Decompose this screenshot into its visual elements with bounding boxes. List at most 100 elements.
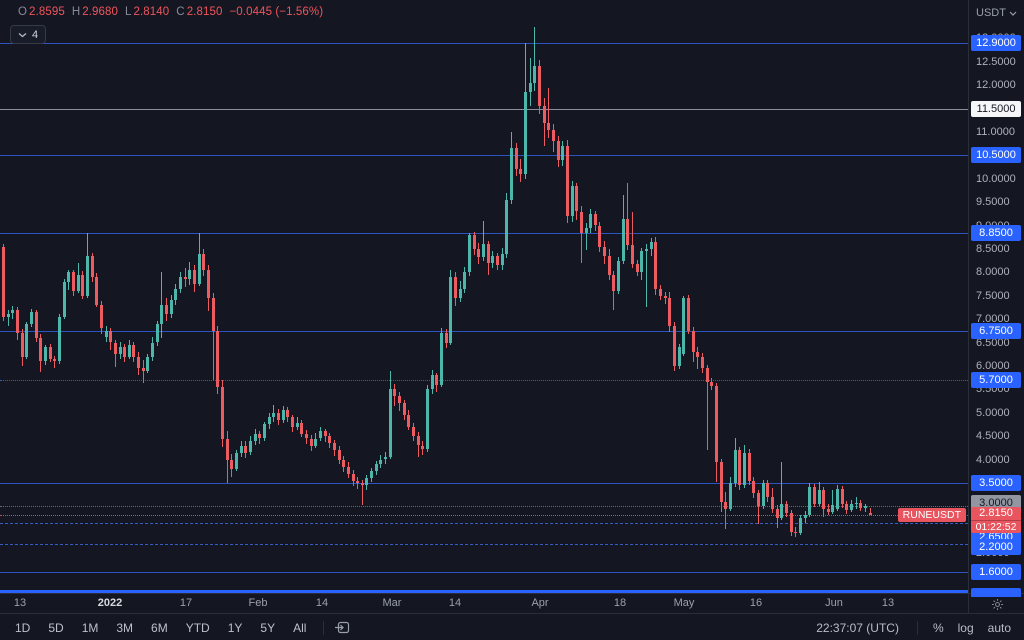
candle <box>501 253 504 266</box>
candle <box>612 274 615 292</box>
price-line <box>0 590 968 593</box>
candle <box>706 368 709 383</box>
change-value: −0.0445 (−1.56%) <box>229 6 324 18</box>
candle <box>701 356 704 369</box>
candlestick-chart[interactable]: O 2.8595 H 2.9680 L 2.8140 C 2.8150 −0.0445 (−1.… <box>0 0 968 593</box>
close-label: C <box>176 6 185 18</box>
candle-wick <box>357 477 358 490</box>
range-button-all[interactable]: All <box>293 620 307 635</box>
candle-wick <box>795 526 796 538</box>
candle <box>35 312 38 338</box>
candle <box>216 330 219 387</box>
candle <box>636 263 639 273</box>
candle-wick <box>161 272 162 338</box>
candle <box>575 185 578 212</box>
percent-scale-button[interactable]: % <box>932 620 944 635</box>
candle <box>459 288 462 299</box>
price-line <box>0 380 968 381</box>
candle <box>370 471 373 479</box>
range-button-5d[interactable]: 5D <box>48 620 64 635</box>
price-tick-label: 6.5000 <box>976 337 1010 349</box>
candle <box>603 246 606 256</box>
candle <box>398 396 401 404</box>
candle <box>193 270 196 284</box>
candle <box>827 508 830 512</box>
price-tick-label: 10.0000 <box>976 173 1016 185</box>
candle <box>822 489 825 509</box>
ohlc-legend: O 2.8595 H 2.9680 L 2.8140 C 2.8150 −0.0445 (−1.… <box>18 6 325 18</box>
scale-settings-gear-icon[interactable] <box>991 598 1004 611</box>
price-line-badge: 1.6000 <box>971 564 1021 580</box>
go-to-date-button[interactable] <box>334 620 351 635</box>
candle <box>561 146 564 160</box>
range-button-1y[interactable]: 1Y <box>227 620 243 635</box>
time-axis-label: Feb <box>248 597 268 609</box>
candle <box>687 298 690 331</box>
price-line <box>0 515 968 516</box>
price-tick-label: 7.5000 <box>976 290 1010 302</box>
candle <box>407 415 410 427</box>
candle <box>571 185 574 217</box>
toolbar-divider <box>323 620 325 635</box>
candle <box>589 213 592 228</box>
candle <box>254 433 257 441</box>
price-line-badge: 5.7000 <box>971 372 1021 388</box>
candle <box>146 356 149 371</box>
candle <box>678 347 681 366</box>
legend-collapse-button[interactable]: 4 <box>10 25 47 44</box>
candle <box>804 514 807 518</box>
candle <box>529 82 532 93</box>
scale-mode-buttons: % log auto <box>926 619 1018 637</box>
chevron-down-icon <box>18 32 27 38</box>
candle <box>813 486 816 504</box>
range-button-5y[interactable]: 5Y <box>260 620 276 635</box>
price-axis[interactable]: USDT 13.000012.500012.000011.500011.0000… <box>968 0 1024 597</box>
candle <box>631 245 634 264</box>
candle <box>547 122 550 130</box>
candle <box>338 450 341 460</box>
candle <box>720 461 723 502</box>
candle <box>696 351 699 357</box>
candle <box>342 459 345 467</box>
candle <box>617 260 620 291</box>
candle <box>585 227 588 233</box>
price-scale-currency-dropdown[interactable]: USDT <box>976 7 1017 19</box>
candle <box>664 295 667 298</box>
price-line-badge: 10.5000 <box>971 147 1021 163</box>
price-tick-label: 8.5000 <box>976 243 1010 255</box>
candle <box>473 234 476 249</box>
candle <box>263 424 266 439</box>
log-scale-button[interactable]: log <box>957 620 974 635</box>
range-button-3m[interactable]: 3M <box>116 620 134 635</box>
candle <box>734 450 737 483</box>
candle <box>314 438 317 446</box>
candle-wick <box>8 309 9 327</box>
range-button-1d[interactable]: 1D <box>15 620 31 635</box>
time-axis[interactable]: 13 2022 17 Feb 14 Mar 14 Apr 18 May 16 Jun 13 <box>0 593 968 614</box>
candle <box>752 480 755 494</box>
countdown-timer: 01:22:52 <box>971 520 1021 533</box>
time-axis-label: Apr <box>531 597 549 609</box>
candle <box>421 445 424 450</box>
range-button-ytd[interactable]: YTD <box>185 620 210 635</box>
price-line <box>0 155 968 156</box>
candle <box>645 248 648 252</box>
price-line-badge: 2.2000 <box>971 539 1021 555</box>
range-button-6m[interactable]: 6M <box>151 620 168 635</box>
candle <box>393 389 396 397</box>
candle <box>757 493 760 507</box>
candle <box>808 486 811 515</box>
candle <box>142 368 145 371</box>
candle-wick <box>534 26 535 91</box>
candle <box>384 457 387 460</box>
price-tick-label: 5.0000 <box>976 407 1010 419</box>
candle <box>841 488 844 504</box>
price-tick-label: 11.0000 <box>976 126 1015 138</box>
price-line-badge: 12.9000 <box>971 35 1021 51</box>
close-value: 2.8150 <box>186 6 223 18</box>
candle <box>95 277 98 306</box>
candle <box>296 423 299 427</box>
auto-scale-button[interactable]: auto <box>987 620 1011 635</box>
candle <box>361 482 364 486</box>
range-button-1m[interactable]: 1M <box>81 620 99 635</box>
